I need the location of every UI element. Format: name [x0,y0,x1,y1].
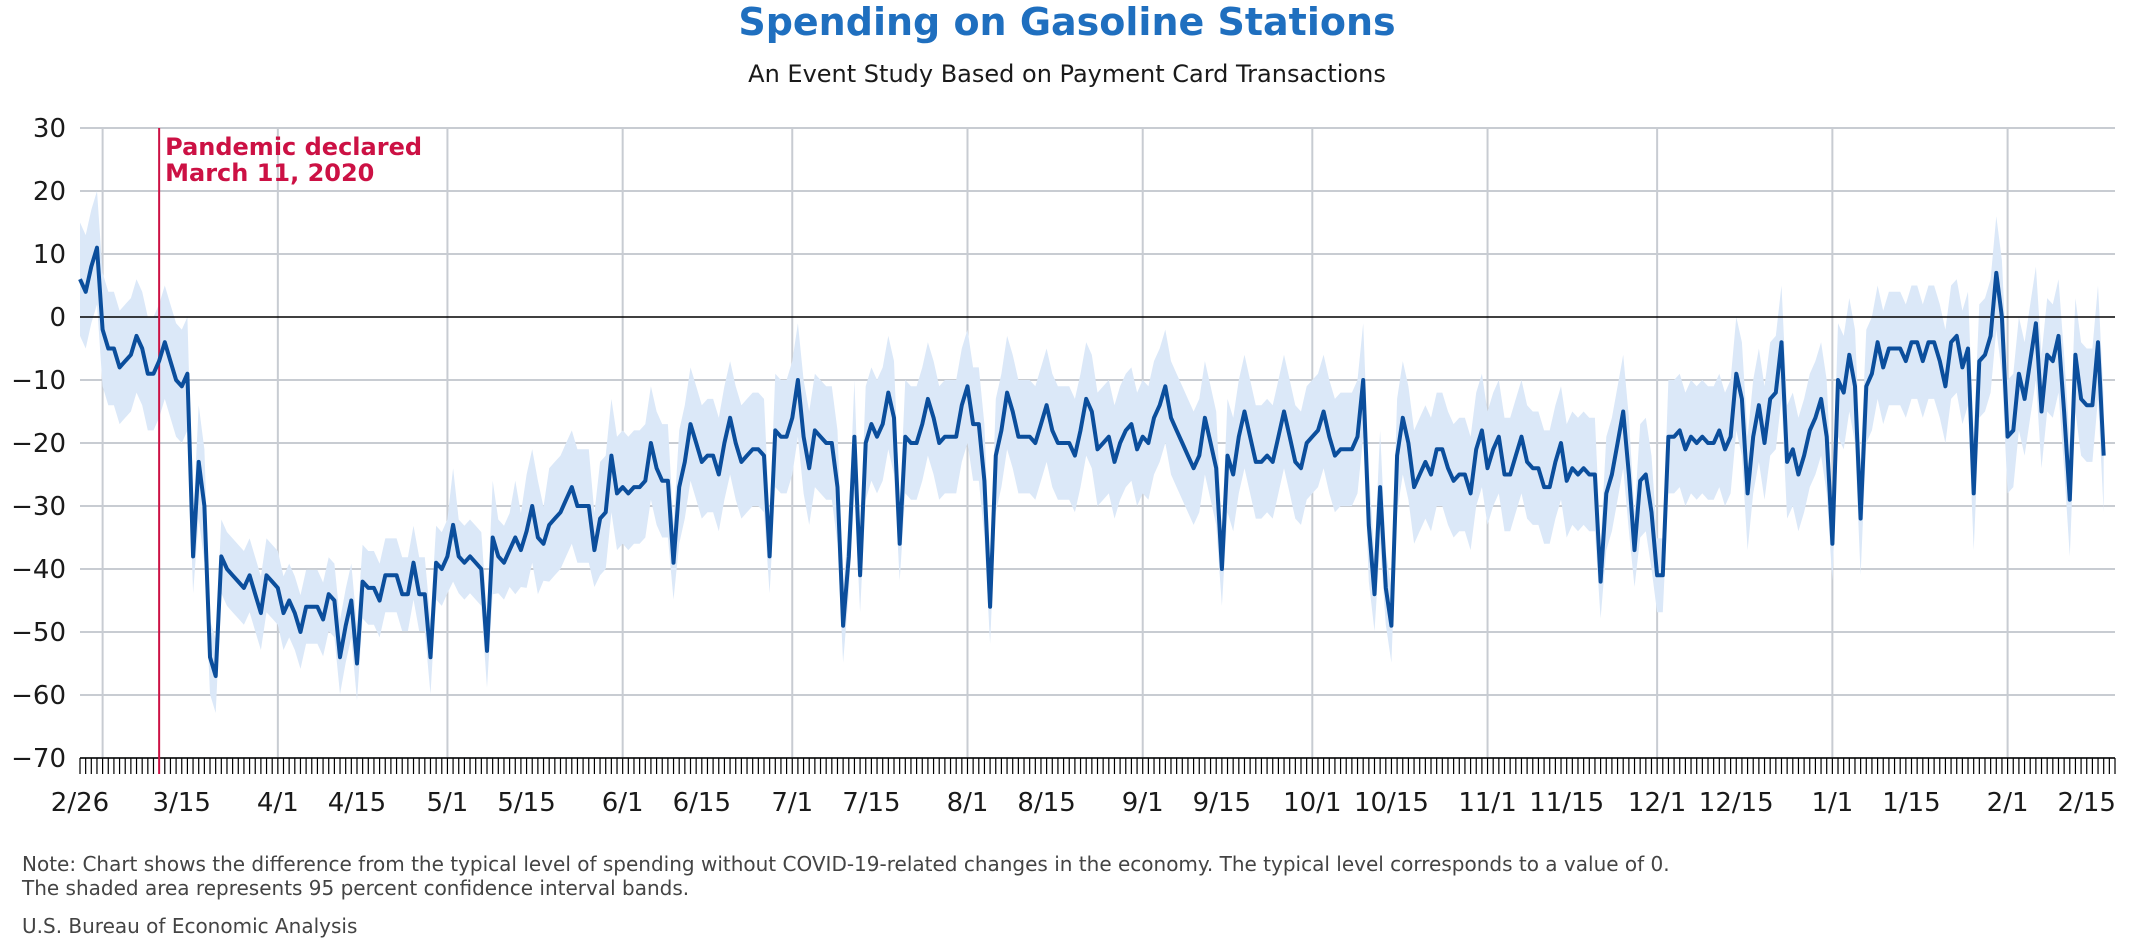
x-tick-label: 9/15 [1193,788,1251,818]
x-tick-label: 7/1 [771,788,813,818]
x-tick-label: 4/15 [328,788,386,818]
line-chart: 30 20 10 0 −10 −20 −30 −40 −50 −60 −70 2/26 3/15 4/1… [11,114,2116,818]
y-tick-label: −10 [11,366,66,396]
y-axis-tick-labels: 30 20 10 0 −10 −20 −30 −40 −50 −60 −70 [11,114,66,774]
y-tick-label: 0 [49,303,66,333]
x-axis-tick-labels: 2/26 3/15 4/1 4/15 5/1 5/15 6/1 6/15 7/1 7/15 8/1 8… [51,788,2116,818]
x-tick-label: 3/15 [153,788,211,818]
y-tick-label: 30 [33,114,66,144]
x-tick-label: 8/15 [1017,788,1075,818]
y-tick-label: 20 [33,177,66,207]
x-tick-label: 11/15 [1529,788,1604,818]
y-tick-label: −70 [11,744,66,774]
chart-source: U.S. Bureau of Economic Analysis [22,914,358,938]
event-label-line2: March 11, 2020 [165,159,374,187]
x-tick-label: 10/15 [1354,788,1429,818]
y-tick-label: 10 [33,240,66,270]
x-tick-label: 6/1 [602,788,644,818]
event-label-line1: Pandemic declared [165,133,422,161]
y-tick-label: −30 [11,492,66,522]
chart-title: Spending on Gasoline Stations [738,0,1396,44]
y-tick-label: −20 [11,429,66,459]
x-tick-label: 2/1 [1987,788,2029,818]
y-tick-label: −40 [11,555,66,585]
x-tick-label: 2/26 [51,788,109,818]
confidence-band [80,191,2104,713]
x-tick-label: 2/15 [2058,788,2116,818]
x-tick-label: 10/1 [1283,788,1341,818]
y-tick-label: −50 [11,618,66,648]
x-tick-label: 7/15 [842,788,900,818]
chart-note-line2: The shaded area represents 95 percent co… [22,876,690,900]
x-axis-ticks [79,757,2116,774]
x-tick-label: 6/15 [673,788,731,818]
x-tick-label: 4/1 [257,788,299,818]
x-tick-label: 12/1 [1628,788,1686,818]
x-tick-label: 1/15 [1882,788,1940,818]
chart-note-line1: Note: Chart shows the difference from th… [22,852,1670,876]
x-tick-label: 12/15 [1699,788,1774,818]
x-tick-label: 8/1 [947,788,989,818]
x-tick-label: 5/1 [427,788,469,818]
x-tick-label: 5/15 [497,788,555,818]
x-tick-label: 1/1 [1811,788,1853,818]
x-tick-label: 11/1 [1458,788,1516,818]
x-tick-label: 9/1 [1122,788,1164,818]
chart-subtitle: An Event Study Based on Payment Card Tra… [748,60,1386,88]
series-line [78,245,2106,679]
y-tick-label: −60 [11,681,66,711]
